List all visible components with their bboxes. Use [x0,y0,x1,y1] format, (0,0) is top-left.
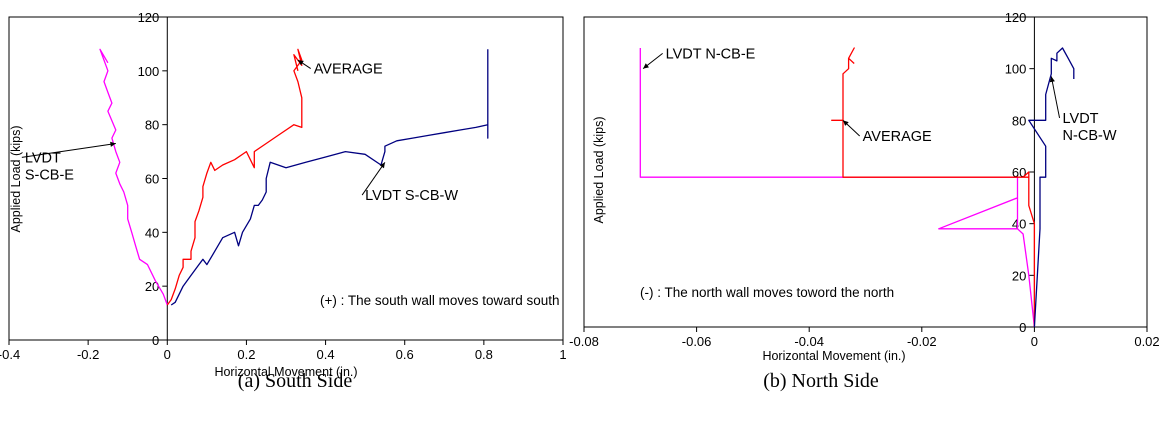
annotation-arrow [21,143,116,158]
annotation-label: AVERAGE [314,62,383,78]
y-tick-label: 80 [145,118,159,133]
x-tick-label: 0 [1031,334,1038,349]
x-tick-label: -0.06 [682,334,712,349]
y-tick-label: 0 [1019,320,1026,335]
annotation-arrow [1050,76,1061,119]
y-tick-label: 60 [1012,165,1026,180]
north-side-chart: -0.08 -0.06 -0.04 -0.02 0 0.02 0 20 40 60 80 100 120… [569,10,1159,392]
y-tick-label: 0 [152,333,159,348]
direction-note: (+) : The south wall moves toward south [320,293,560,308]
y-tick-label: 40 [145,225,159,240]
x-tick-label: 0 [164,347,171,362]
x-axis-title: Horizontal Movement (in.) [214,365,357,379]
x-tick-label: 0.02 [1134,334,1159,349]
x-tick-label: -0.04 [794,334,824,349]
x-tick-label: -0.08 [569,334,599,349]
annotation-line: LVDT S-CB-W [365,188,458,204]
annotation-arrowhead [297,60,304,66]
annotation-label: LVDT N-CB-E [666,46,756,62]
y-tick-label: 80 [1012,113,1026,128]
annotation-line: LVDT N-CB-E [666,46,756,62]
direction-note: (-) : The north wall moves toword the no… [640,285,894,300]
series-line-lvdt-s-cb-e [99,48,168,306]
panel-caption: (a) South Side [238,370,353,392]
south-side-chart: -0.4 -0.2 0 0.2 0.4 0.6 0.8 1 0 20 40 60 80 100 120 AVE… [0,10,567,392]
y-tick-label: 20 [1012,268,1026,283]
y-axis-title: Applied Load (kips) [592,116,606,223]
series-line-average [831,47,1036,327]
annotation-arrowhead [842,120,849,126]
y-tick-label: 100 [138,64,160,79]
x-tick-label: 0.8 [475,347,493,362]
x-tick-label: -0.2 [77,347,99,362]
x-tick-label: 0.2 [237,347,255,362]
annotation-arrowhead [110,141,116,147]
x-axis-title: Horizontal Movement (in.) [762,349,905,363]
annotation-line: S-CB-E [25,167,74,183]
y-tick-label: 20 [145,279,159,294]
plot-frame [8,16,564,341]
annotation-line: AVERAGE [314,62,383,78]
y-tick-label: 120 [138,10,160,25]
y-tick-label: 40 [1012,217,1026,232]
panel-caption: (b) North Side [763,370,879,392]
y-axis-title: Applied Load (kips) [9,125,23,232]
x-tick-label: 0.6 [396,347,414,362]
annotation-label: LVDT N-CB-W [1063,111,1117,144]
series-line-lvdt-n-cb-w [1028,47,1075,328]
x-tick-label: -0.4 [0,347,20,362]
annotation-label: AVERAGE [863,129,932,145]
x-tick-label: 0.4 [317,347,335,362]
y-tick-label: 120 [1005,10,1027,25]
series-line-lvdt-s-cb-w [170,49,489,306]
annotation-line: LVDT [25,150,61,166]
annotation-arrowhead [379,162,385,169]
annotation-line: LVDT [1063,111,1099,127]
annotation-arrowhead [643,63,649,69]
annotation-label: LVDT S-CB-W [365,188,458,204]
series-line-average [166,48,303,306]
x-tick-label: -0.02 [907,334,937,349]
annotation-arrow [361,162,386,196]
plot-frame [583,16,1148,328]
series-line-lvdt-n-cb-e [639,48,1036,328]
y-tick-label: 60 [145,172,159,187]
annotation-arrowhead [1049,76,1055,83]
annotation-line: N-CB-W [1063,128,1117,144]
y-tick-label: 100 [1005,62,1027,77]
annotation-line: AVERAGE [863,129,932,145]
x-tick-label: 1 [559,347,566,362]
annotation-label: LVDT S-CB-E [25,150,74,183]
